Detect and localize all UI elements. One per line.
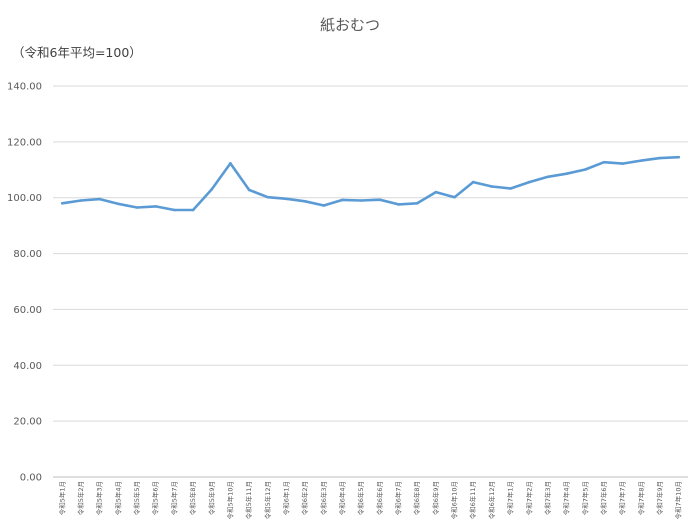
data-point	[546, 175, 550, 179]
x-tick-label: 令和5年11月	[244, 481, 253, 519]
y-tick-label: 80.00	[13, 249, 42, 260]
x-tick-label: 令和7年2月	[524, 481, 533, 515]
x-tick-label: 令和6年6月	[375, 481, 384, 515]
data-point	[640, 159, 643, 162]
x-tick-label: 令和5年10月	[225, 481, 234, 519]
x-tick-label: 令和6年10月	[450, 481, 459, 519]
data-point	[565, 172, 568, 175]
x-tick-label: 令和7年9月	[655, 481, 664, 515]
x-tick-label: 令和5年1月	[57, 481, 66, 515]
x-tick-label: 令和5年6月	[151, 481, 160, 515]
x-tick-label: 令和6年3月	[319, 481, 328, 515]
data-point	[602, 160, 606, 164]
y-tick-label: 100.00	[7, 193, 42, 204]
x-tick-label: 令和5年3月	[95, 481, 104, 515]
x-tick-label: 令和6年9月	[431, 481, 440, 515]
y-tick-label: 0.00	[20, 473, 42, 484]
data-point	[583, 168, 587, 171]
x-tick-label: 令和6年5月	[356, 481, 365, 515]
data-point	[285, 197, 288, 201]
x-tick-label: 令和7年1月	[506, 481, 515, 515]
data-point	[322, 204, 326, 207]
data-point	[247, 188, 251, 192]
y-tick-label: 40.00	[13, 361, 42, 372]
chart-title: 紙おむつ	[319, 16, 380, 34]
data-point	[415, 202, 419, 205]
x-tick-label: 令和7年10月	[674, 481, 683, 519]
data-point	[658, 156, 662, 160]
x-tick-label: 令和7年7月	[618, 481, 627, 515]
x-tick-label: 令和6年12月	[487, 481, 496, 519]
y-tick-label: 20.00	[13, 417, 42, 428]
x-tick-label: 令和6年4月	[337, 481, 346, 515]
x-tick-label: 令和7年3月	[543, 481, 552, 515]
data-point	[79, 199, 83, 202]
x-tick-label: 令和5年12月	[263, 481, 272, 519]
chart-subtitle: （令和6年平均=100）	[12, 45, 142, 60]
data-point	[453, 195, 456, 199]
x-tick-label: 令和7年6月	[599, 481, 608, 515]
x-tick-label: 令和7年5月	[580, 481, 589, 515]
x-tick-label: 令和6年2月	[300, 481, 309, 515]
data-point	[471, 180, 475, 184]
data-point	[303, 200, 307, 203]
x-tick-label: 令和5年8月	[188, 481, 197, 515]
data-point	[434, 190, 438, 194]
x-tick-label: 令和5年9月	[207, 481, 216, 515]
y-tick-label: 140.00	[7, 82, 42, 93]
data-point	[266, 195, 270, 199]
data-point	[117, 202, 120, 206]
data-point	[61, 202, 64, 205]
data-point	[210, 188, 214, 191]
x-tick-label: 令和5年7月	[169, 481, 178, 515]
data-point	[135, 206, 139, 209]
data-point	[677, 155, 680, 159]
data-point	[378, 198, 382, 201]
data-point	[359, 199, 363, 202]
data-point	[341, 198, 344, 202]
y-tick-label: 60.00	[13, 305, 42, 316]
y-tick-label: 120.00	[7, 137, 42, 148]
data-point	[154, 205, 158, 208]
x-tick-label: 令和7年4月	[562, 481, 571, 515]
x-tick-label: 令和6年1月	[281, 481, 290, 515]
data-point	[527, 180, 531, 184]
x-tick-label: 令和5年4月	[113, 481, 122, 515]
data-point	[490, 185, 494, 188]
data-point	[173, 208, 176, 212]
data-point	[509, 187, 512, 190]
data-point	[229, 162, 232, 165]
x-tick-label: 令和5年2月	[76, 481, 85, 515]
data-point	[397, 203, 400, 206]
data-point	[98, 197, 101, 201]
series-line	[60, 155, 681, 212]
data-point	[621, 162, 624, 165]
x-tick-label: 令和7年8月	[636, 481, 645, 515]
x-tick-label: 令和5年5月	[132, 481, 141, 515]
x-tick-label: 令和6年8月	[412, 481, 421, 515]
x-tick-label: 令和6年11月	[468, 481, 477, 519]
data-point	[191, 208, 195, 212]
x-tick-label: 令和6年7月	[394, 481, 403, 515]
